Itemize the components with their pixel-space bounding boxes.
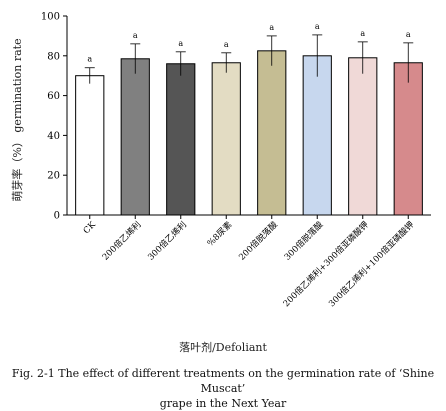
y-axis-label-cn: 萌芽率（%） (11, 136, 24, 202)
significance-label: a (224, 40, 229, 49)
bar (348, 57, 378, 216)
y-tick-label: 40 (47, 131, 60, 142)
significance-label: a (133, 31, 138, 40)
y-tick-label: 0 (54, 211, 60, 222)
y-axis-label: 萌芽率（%） germination rate (4, 38, 30, 202)
x-tick-label: %8尿素 (205, 219, 235, 249)
bar (75, 75, 105, 216)
caption-line-2: grape in the Next Year (159, 397, 287, 410)
y-tick-label: 20 (47, 171, 60, 182)
x-tick-label: 200倍乙烯利 (100, 219, 143, 262)
bar (302, 55, 332, 216)
x-tick-label: 300倍乙烯利+100倍亚磷酸钾 (327, 219, 417, 309)
bar (211, 62, 241, 216)
x-tick-label: 200倍脱落酸 (237, 219, 281, 263)
significance-label: a (178, 39, 183, 48)
bar (257, 50, 287, 216)
bar (166, 63, 196, 216)
bar (393, 62, 423, 216)
y-axis-label-en: germination rate (11, 38, 24, 133)
chart-bars: a a a a a a a a (75, 22, 423, 216)
significance-label: a (87, 55, 92, 64)
x-tick-label: 300倍乙烯利 (146, 219, 189, 262)
significance-label: a (360, 29, 365, 38)
significance-label: a (406, 30, 411, 39)
bar (120, 58, 150, 216)
figure-caption: Fig. 2-1 The effect of different treatme… (0, 366, 446, 411)
y-tick-label: 100 (41, 12, 60, 23)
x-tick-label: 200倍乙烯利+300倍亚磷酸钾 (281, 219, 371, 309)
significance-label: a (269, 23, 274, 32)
significance-label: a (315, 22, 320, 31)
x-tick-label: 300倍脱落酸 (282, 219, 326, 263)
y-tick-label: 80 (47, 51, 60, 62)
caption-line-1: Fig. 2-1 The effect of different treatme… (11, 367, 435, 395)
y-tick-label: 60 (47, 91, 60, 102)
x-axis-label: 落叶剂/Defoliant (179, 341, 267, 354)
x-tick-label: CK (82, 220, 99, 237)
